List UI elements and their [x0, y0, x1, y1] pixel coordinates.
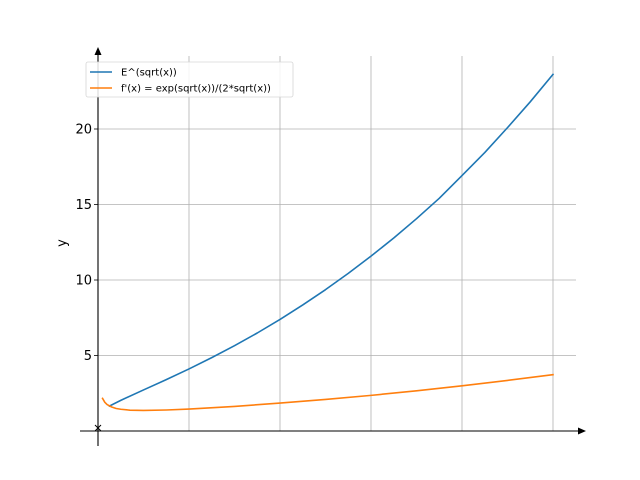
y-tick-label: 15 [75, 198, 92, 213]
legend: E^(sqrt(x)) f'(x) = exp(sqrt(x))/(2*sqrt(… [85, 61, 294, 98]
series-layer [101, 73, 555, 412]
ticks: 5 10 15 20 [75, 123, 98, 364]
y-axis-arrow [94, 47, 102, 55]
y-tick-label: 5 [84, 349, 92, 364]
axes [80, 47, 586, 446]
origin-marker [94, 424, 102, 432]
y-axis-label: y [55, 239, 70, 247]
series-line-1 [108, 73, 555, 408]
series-line-2 [101, 373, 554, 412]
legend-frame [85, 61, 294, 98]
legend-label-2: f'(x) = exp(sqrt(x))/(2*sqrt(x)) [121, 84, 271, 95]
x-axis-arrow [578, 427, 586, 435]
y-tick-label: 10 [75, 274, 92, 289]
grid [98, 56, 576, 431]
y-tick-label: 20 [75, 123, 92, 138]
legend-label-1: E^(sqrt(x)) [121, 68, 177, 79]
